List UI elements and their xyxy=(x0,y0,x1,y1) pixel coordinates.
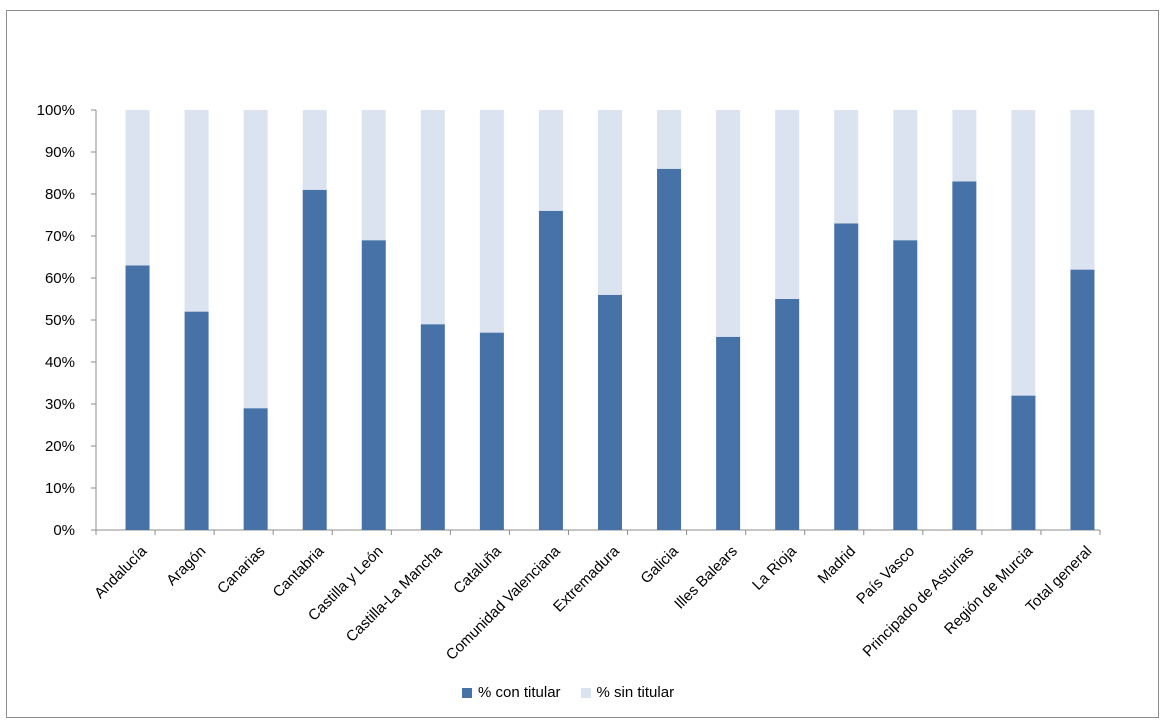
bar-sin-titular xyxy=(361,110,386,241)
y-tick-label: 60% xyxy=(45,270,75,287)
chart-legend: % con titular % sin titular xyxy=(462,684,694,701)
bar-sin-titular xyxy=(716,110,741,337)
bar-sin-titular xyxy=(893,110,918,241)
bar-con-titular xyxy=(361,240,386,530)
y-tick-label: 10% xyxy=(45,480,75,497)
y-tick-label: 20% xyxy=(45,438,75,455)
legend-label-con-titular: % con titular xyxy=(478,684,561,701)
bar-sin-titular xyxy=(834,110,859,224)
bar-con-titular xyxy=(243,408,268,530)
x-tick-label: Cantabria xyxy=(270,542,328,600)
bar-con-titular xyxy=(1070,269,1095,530)
bar-sin-titular xyxy=(184,110,209,312)
y-tick-label: 90% xyxy=(45,144,75,161)
bar-con-titular xyxy=(302,189,327,531)
bar-sin-titular xyxy=(952,110,977,182)
y-tick-label: 40% xyxy=(45,354,75,371)
legend-swatch-con-titular xyxy=(462,687,472,698)
bar-con-titular xyxy=(893,240,918,530)
bar-con-titular xyxy=(1011,395,1036,530)
y-tick-label: 100% xyxy=(37,102,75,119)
x-tick-label: País Vasco xyxy=(853,543,918,608)
bar-con-titular xyxy=(598,294,622,530)
bar-sin-titular xyxy=(538,110,563,211)
bar-sin-titular xyxy=(125,110,150,266)
bar-sin-titular xyxy=(775,110,800,299)
x-tick-label: Comunidad Valenciana xyxy=(443,542,564,663)
bar-con-titular xyxy=(952,181,977,530)
bar-sin-titular xyxy=(302,110,327,190)
legend-item-sin-titular: % sin titular xyxy=(580,684,675,701)
y-tick-label: 50% xyxy=(45,312,75,329)
bar-sin-titular xyxy=(657,110,682,169)
y-tick-label: 80% xyxy=(45,186,75,203)
bar-con-titular xyxy=(538,210,563,531)
bar-con-titular xyxy=(420,324,445,530)
bar-sin-titular xyxy=(243,110,268,409)
x-tick-label: Principado de Asturias xyxy=(860,543,978,661)
x-tick-label: Galicia xyxy=(637,542,682,587)
bar-sin-titular xyxy=(1011,110,1036,396)
y-tick-label: 0% xyxy=(53,522,75,539)
x-tick-label: Cataluña xyxy=(450,542,505,597)
bar-con-titular xyxy=(125,265,150,530)
x-tick-label: Madrid xyxy=(815,543,859,587)
legend-item-con-titular: % con titular xyxy=(462,684,561,701)
x-tick-label: Aragón xyxy=(163,543,209,589)
bar-con-titular xyxy=(716,336,741,530)
bar-con-titular xyxy=(834,223,859,530)
x-tick-label: La Rioja xyxy=(749,542,800,593)
bar-sin-titular xyxy=(598,110,622,295)
y-tick-label: 70% xyxy=(45,228,75,245)
bar-sin-titular xyxy=(420,110,445,325)
legend-label-sin-titular: % sin titular xyxy=(596,684,675,701)
legend-swatch-sin-titular xyxy=(580,687,591,698)
y-tick-label: 30% xyxy=(45,396,75,413)
bar-con-titular xyxy=(775,299,800,530)
bar-sin-titular xyxy=(479,110,504,333)
x-tick-label: Canarias xyxy=(214,543,268,597)
x-tick-label: Illes Balears xyxy=(671,543,741,613)
x-tick-label: Andalucía xyxy=(91,542,151,602)
bar-con-titular xyxy=(184,311,209,530)
bar-sin-titular xyxy=(1070,110,1095,270)
bar-con-titular xyxy=(479,332,504,530)
bar-con-titular xyxy=(657,168,682,531)
